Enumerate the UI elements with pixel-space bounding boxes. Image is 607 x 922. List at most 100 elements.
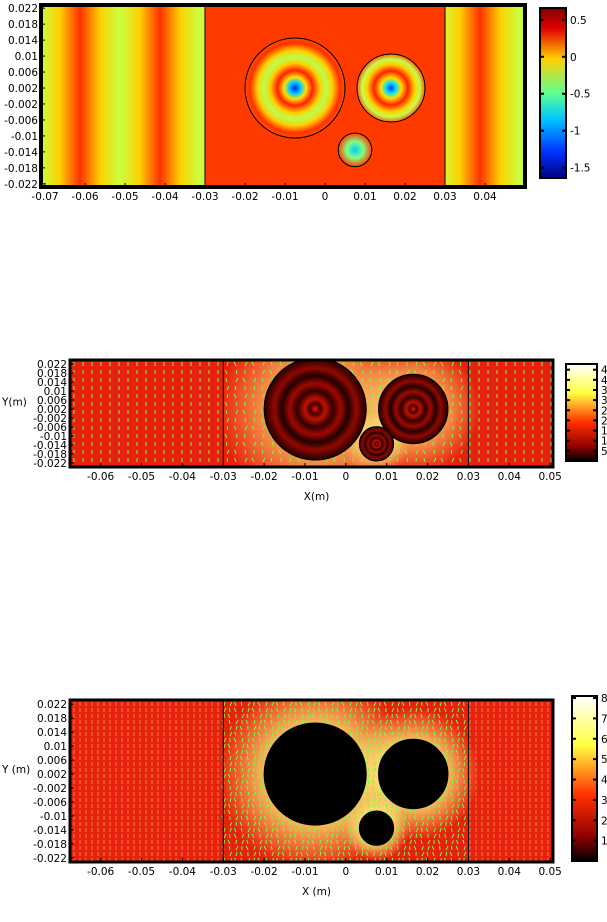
vector-arrow xyxy=(271,449,275,455)
vector-arrow xyxy=(433,737,437,743)
vector-arrow xyxy=(373,767,377,773)
vector-arrow xyxy=(431,719,435,725)
scatterer xyxy=(358,810,395,846)
vector-arrow xyxy=(261,417,264,423)
vector-arrow xyxy=(283,833,286,839)
vector-arrow xyxy=(457,827,461,833)
vector-arrow xyxy=(403,713,406,719)
vector-arrow xyxy=(275,833,279,839)
vector-arrow xyxy=(343,815,346,821)
colorbar-tick-label: 10 xyxy=(601,836,607,848)
vector-arrow xyxy=(265,701,268,707)
vector-arrow xyxy=(378,797,381,803)
vector-arrow xyxy=(444,803,447,809)
vector-arrow xyxy=(433,833,437,839)
vector-arrow xyxy=(439,725,443,731)
y-tick-label: -0.002 xyxy=(33,783,67,795)
vector-arrow xyxy=(265,803,269,809)
vector-arrow xyxy=(282,701,285,707)
vector-arrow xyxy=(261,449,264,455)
vector-arrow xyxy=(225,441,228,447)
vector-arrow xyxy=(253,725,257,731)
plot-frame xyxy=(68,698,555,864)
vector-arrow xyxy=(233,827,237,833)
vector-arrow xyxy=(463,791,466,797)
vector-arrow xyxy=(462,827,465,833)
vector-arrow xyxy=(229,701,233,707)
vector-arrow xyxy=(347,719,351,725)
vector-arrow xyxy=(235,851,238,857)
vector-arrow xyxy=(431,845,435,851)
vector-arrow xyxy=(257,761,261,767)
vector-arrow xyxy=(373,731,377,737)
vector-arrow xyxy=(443,797,447,803)
vector-arrow xyxy=(360,731,363,737)
vector-arrow xyxy=(460,441,463,447)
vector-arrow xyxy=(233,767,237,773)
vector-arrow xyxy=(397,701,400,707)
vector-arrow xyxy=(440,361,444,367)
vector-arrow xyxy=(235,809,238,815)
vector-arrow xyxy=(307,827,310,833)
colorbar-tick-label: 30 xyxy=(601,795,607,807)
y-tick-label: -0.01 xyxy=(40,811,67,823)
vector-arrow xyxy=(349,701,352,707)
vector-arrow xyxy=(245,779,249,785)
vector-arrow xyxy=(353,839,357,845)
vector-arrow xyxy=(424,369,427,375)
vector-arrow xyxy=(270,457,273,463)
vector-arrow xyxy=(234,803,237,809)
vector-arrow xyxy=(228,845,231,851)
vector-arrow xyxy=(341,827,345,833)
vector-arrow xyxy=(391,701,394,707)
vector-arrow xyxy=(235,441,238,447)
vector-arrow xyxy=(372,755,375,761)
vector-arrow xyxy=(325,707,328,713)
vector-arrow xyxy=(239,725,243,731)
scatterer xyxy=(263,360,367,461)
vector-arrow xyxy=(224,433,228,439)
vector-arrow xyxy=(438,719,441,725)
vector-arrow xyxy=(457,761,461,767)
vector-arrow xyxy=(246,755,249,761)
vector-arrow xyxy=(439,797,442,803)
vector-arrow xyxy=(228,749,231,755)
vector-arrow xyxy=(275,707,279,713)
vector-arrow xyxy=(263,785,267,791)
vector-arrow xyxy=(337,851,341,857)
x-tick-label: -0.01 xyxy=(291,866,318,878)
vector-arrow xyxy=(420,713,423,719)
vector-arrow xyxy=(433,827,436,833)
vector-arrow xyxy=(330,839,333,845)
vector-arrow xyxy=(451,779,454,785)
vector-arrow xyxy=(234,449,237,455)
vector-arrow xyxy=(361,845,365,851)
vector-arrow xyxy=(253,377,257,383)
vector-arrow xyxy=(373,791,376,797)
vector-arrow xyxy=(458,433,462,439)
vector-arrow xyxy=(389,845,393,851)
vector-arrow xyxy=(343,713,347,719)
vector-arrow xyxy=(443,827,447,833)
vector-arrow xyxy=(269,369,273,375)
vector-arrow xyxy=(461,833,465,839)
vector-arrow xyxy=(283,707,286,713)
vector-arrow xyxy=(265,827,268,833)
vector-arrow xyxy=(336,839,339,845)
vector-arrow xyxy=(235,785,239,791)
vector-arrow xyxy=(244,393,248,399)
vector-arrow xyxy=(226,393,229,399)
vector-arrow xyxy=(241,809,244,815)
x-tick-label: -0.06 xyxy=(87,471,114,483)
y-tick-label: 0.014 xyxy=(37,377,67,389)
vector-arrow xyxy=(324,827,327,833)
vector-arrow xyxy=(319,839,322,845)
vector-arrow xyxy=(459,425,462,431)
vector-arrow xyxy=(349,707,353,713)
vector-arrow xyxy=(312,707,315,713)
vector-arrow xyxy=(262,425,266,431)
vector-arrow xyxy=(449,851,453,857)
vector-arrow xyxy=(343,839,347,845)
scatterer xyxy=(358,426,395,462)
